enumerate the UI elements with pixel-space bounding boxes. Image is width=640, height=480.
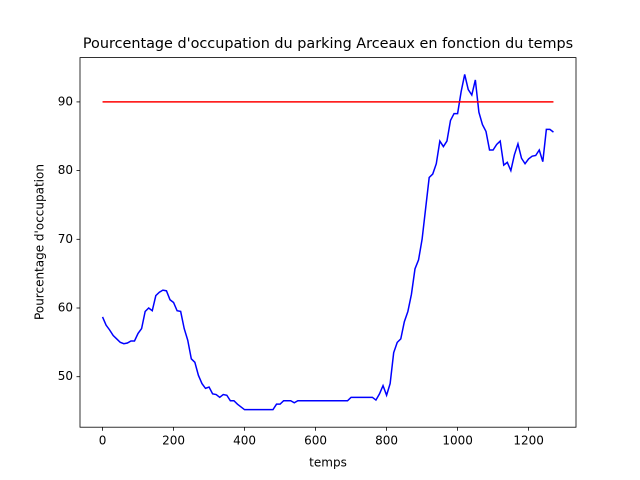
x-tick-label: 800 xyxy=(375,434,398,448)
y-tick-label: 60 xyxy=(58,301,73,315)
x-tick-label: 1200 xyxy=(513,434,544,448)
y-tick-label: 80 xyxy=(58,163,73,177)
x-tick-label: 400 xyxy=(233,434,256,448)
x-tick-label: 1000 xyxy=(442,434,473,448)
x-tick-label: 200 xyxy=(162,434,185,448)
x-axis-label: temps xyxy=(309,456,347,470)
x-tick-label: 0 xyxy=(99,434,107,448)
chart-title: Pourcentage d'occupation du parking Arce… xyxy=(83,36,573,52)
y-tick-label: 70 xyxy=(58,232,73,246)
plot-frame xyxy=(79,57,577,428)
y-tick-label: 90 xyxy=(58,94,73,108)
y-tick-label: 50 xyxy=(58,369,73,383)
y-axis-label: Pourcentage d'occupation xyxy=(33,164,47,320)
x-tick-label: 600 xyxy=(304,434,327,448)
data-line xyxy=(101,74,554,411)
